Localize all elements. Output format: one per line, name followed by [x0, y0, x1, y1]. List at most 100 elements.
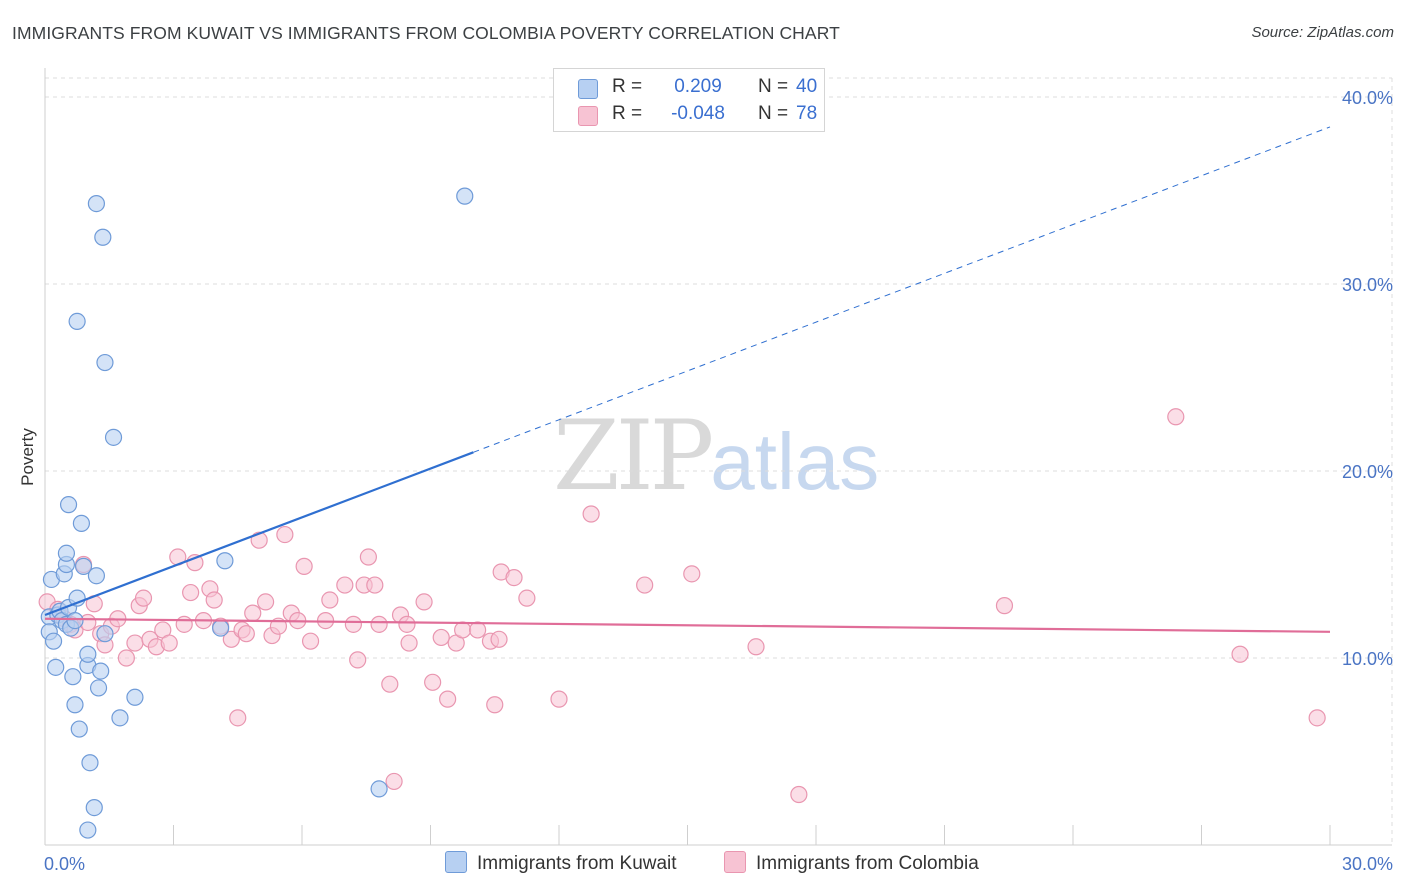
kuwait-trend-extension: [473, 126, 1331, 453]
kuwait-point: [85, 798, 103, 817]
colombia-point: [683, 565, 701, 583]
kuwait-point: [87, 567, 106, 585]
source-label: Source: ZipAtlas.com: [1251, 24, 1394, 41]
y-tick-label: 40.0%: [1342, 88, 1393, 108]
colombia-point: [134, 589, 153, 607]
kuwait-trend-line: [44, 451, 474, 617]
kuwait-point: [57, 544, 76, 562]
colombia-point: [244, 604, 262, 622]
legend-r-value: 0.209: [674, 76, 722, 97]
colombia-point: [518, 589, 536, 607]
kuwait-point: [96, 625, 114, 643]
colombia-legend-swatch-icon: [724, 851, 746, 873]
colombia-point: [424, 673, 442, 691]
colombia-point: [381, 675, 399, 693]
watermark-atlas: atlas: [710, 417, 880, 506]
kuwait-point: [96, 353, 114, 372]
chart-title: IMMIGRANTS FROM KUWAIT VS IMMIGRANTS FRO…: [12, 23, 840, 43]
colombia-point: [790, 785, 808, 804]
trend-lines: [44, 126, 1331, 633]
kuwait-point: [456, 187, 474, 205]
kuwait-point: [64, 668, 82, 686]
colombia-point: [117, 649, 135, 667]
colombia-trend-line: [44, 617, 1331, 633]
kuwait-point: [89, 679, 108, 697]
kuwait-point: [44, 632, 63, 650]
colombia-point: [550, 690, 568, 708]
y-axis-label: Poverty: [18, 428, 37, 486]
colombia-point: [349, 651, 367, 669]
colombia-point: [398, 615, 416, 633]
x-tick-label: 30.0%: [1342, 854, 1393, 874]
colombia-point: [276, 525, 294, 544]
kuwait-points: [40, 187, 474, 839]
kuwait-point: [72, 514, 91, 532]
colombia-point: [301, 632, 320, 650]
kuwait-point: [47, 658, 65, 676]
kuwait-legend-swatch-icon: [445, 851, 467, 873]
colombia-point: [344, 615, 362, 633]
colombia-point: [359, 548, 377, 566]
legend-n-value: 78: [796, 103, 818, 124]
legend-r-value: -0.048: [671, 103, 725, 124]
colombia-point: [415, 593, 433, 611]
kuwait-point: [66, 696, 84, 714]
kuwait-point: [79, 821, 97, 839]
colombia-point: [582, 505, 600, 523]
colombia-point: [321, 591, 339, 609]
kuwait-point: [74, 557, 93, 575]
legend-kuwait-label: Immigrants from Kuwait: [477, 853, 677, 874]
kuwait-point: [66, 611, 84, 630]
legend-n-value: 40: [796, 76, 818, 97]
watermark-zip: ZIP: [553, 400, 714, 512]
legend-r-label: R =: [612, 76, 643, 97]
kuwait-point: [81, 754, 99, 772]
colombia-point: [237, 625, 255, 643]
y-tick-label: 20.0%: [1342, 462, 1393, 482]
colombia-swatch-icon: [578, 106, 598, 126]
kuwait-point: [87, 194, 106, 213]
colombia-point: [160, 634, 178, 652]
x-tick-label: 0.0%: [44, 854, 85, 874]
colombia-points: [38, 408, 1326, 804]
colombia-point: [182, 583, 200, 602]
legend-n-label: N =: [758, 103, 789, 124]
colombia-point: [995, 597, 1014, 615]
colombia-point: [295, 557, 313, 575]
kuwait-point: [104, 428, 123, 446]
colombia-point: [469, 621, 487, 639]
colombia-point: [636, 576, 654, 594]
colombia-point: [439, 690, 457, 708]
colombia-point: [505, 568, 523, 587]
kuwait-point: [92, 662, 110, 680]
colombia-point: [175, 615, 193, 633]
kuwait-swatch-icon: [578, 79, 598, 99]
kuwait-point: [212, 619, 230, 637]
kuwait-point: [126, 688, 144, 706]
legend-colombia-label: Immigrants from Colombia: [756, 853, 979, 874]
colombia-point: [486, 696, 504, 714]
kuwait-point: [59, 496, 78, 514]
colombia-point: [336, 576, 354, 594]
colombia-point: [205, 591, 223, 609]
watermark: ZIPatlas: [553, 400, 879, 512]
colombia-point: [1231, 645, 1249, 663]
y-tick-label: 10.0%: [1342, 649, 1393, 669]
colombia-point: [126, 634, 144, 652]
kuwait-point: [79, 645, 97, 663]
kuwait-point: [111, 709, 129, 727]
colombia-point: [256, 593, 275, 611]
legend-item-kuwait: Immigrants from Kuwait: [445, 851, 677, 875]
correlation-legend: R = 0.209 N = 40 R = -0.048 N = 78: [553, 68, 825, 132]
legend-n-label: N =: [758, 76, 789, 97]
kuwait-point: [94, 228, 112, 246]
colombia-point: [385, 772, 403, 791]
colombia-point: [454, 621, 472, 639]
grid-lines: [45, 77, 1393, 845]
legend-item-colombia: Immigrants from Colombia: [724, 851, 979, 875]
colombia-point: [366, 576, 384, 594]
colombia-point: [370, 615, 388, 633]
colombia-point: [490, 630, 508, 648]
colombia-point: [229, 709, 247, 727]
